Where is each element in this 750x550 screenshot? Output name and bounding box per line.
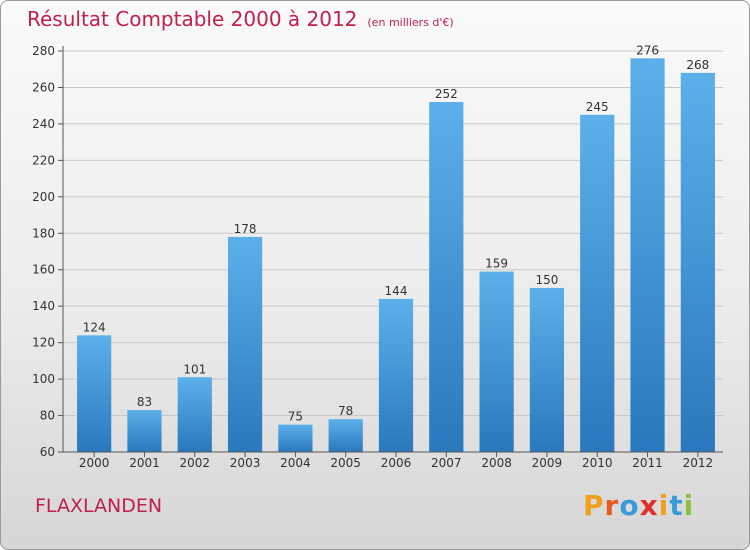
bar-2001 bbox=[127, 410, 162, 452]
data-label: 150 bbox=[535, 273, 558, 287]
data-label: 268 bbox=[686, 58, 709, 72]
x-tick-label: 2005 bbox=[330, 456, 361, 470]
bar-2005 bbox=[328, 419, 363, 452]
x-tick-label: 2004 bbox=[280, 456, 311, 470]
proxiti-logo: Proxiti bbox=[583, 489, 694, 522]
bar-2006 bbox=[378, 298, 414, 452]
y-tick-label: 260 bbox=[32, 80, 55, 94]
data-label: 83 bbox=[137, 395, 152, 409]
y-tick-label: 280 bbox=[32, 44, 55, 58]
bar-2000 bbox=[77, 335, 112, 452]
logo-letter: P bbox=[583, 489, 605, 522]
y-tick-label: 80 bbox=[40, 409, 55, 423]
y-axis: 60 80 100 120 140 160 180 200 220 240 260 280 bbox=[32, 44, 64, 459]
x-axis: 2000 2001 2002 2003 2004 2005 2006 2007 2008 2009… bbox=[63, 451, 723, 470]
x-tick-label: 2000 bbox=[79, 456, 110, 470]
data-label: 252 bbox=[435, 87, 458, 101]
bars: 124 83 101 178 75 78 144 252 159 150 245 276 268 bbox=[77, 43, 715, 453]
data-label: 159 bbox=[485, 257, 508, 271]
data-label: 245 bbox=[586, 100, 609, 114]
bar-2010 bbox=[580, 114, 615, 452]
y-tick-label: 60 bbox=[40, 445, 55, 459]
x-tick-label: 2012 bbox=[683, 456, 714, 470]
x-tick-label: 2009 bbox=[532, 456, 563, 470]
x-tick-label: 2011 bbox=[632, 456, 663, 470]
x-tick-label: 2003 bbox=[230, 456, 261, 470]
data-label: 75 bbox=[288, 410, 303, 424]
bar-2003 bbox=[227, 236, 263, 452]
y-tick-label: 100 bbox=[32, 372, 55, 386]
y-tick-label: 240 bbox=[32, 117, 55, 131]
x-tick-label: 2001 bbox=[129, 456, 160, 470]
chart-subtitle: (en milliers d'€) bbox=[367, 16, 454, 29]
data-label: 78 bbox=[338, 404, 353, 418]
logo-letter: t bbox=[669, 489, 684, 522]
y-tick-label: 180 bbox=[32, 226, 55, 240]
y-tick-label: 140 bbox=[32, 299, 55, 313]
logo-letter: o bbox=[619, 489, 640, 522]
x-tick-label: 2002 bbox=[179, 456, 210, 470]
chart-title: Résultat Comptable 2000 à 2012 (en millie… bbox=[27, 7, 454, 31]
bar-2012 bbox=[680, 72, 715, 452]
x-tick-label: 2010 bbox=[582, 456, 613, 470]
y-tick-label: 160 bbox=[32, 263, 55, 277]
bar-2009 bbox=[529, 287, 565, 452]
bar-2011 bbox=[630, 58, 665, 453]
data-label: 101 bbox=[183, 362, 206, 376]
logo-letter: i bbox=[658, 489, 670, 522]
bar-2008 bbox=[479, 271, 514, 452]
x-tick-label: 2008 bbox=[481, 456, 512, 470]
data-label: 178 bbox=[234, 222, 257, 236]
logo-letter: x bbox=[639, 489, 659, 522]
data-label: 276 bbox=[636, 43, 659, 57]
data-label: 124 bbox=[83, 320, 106, 334]
logo-letter: r bbox=[604, 489, 620, 522]
bar-2004 bbox=[278, 424, 313, 452]
y-tick-label: 220 bbox=[32, 153, 55, 167]
commune-name: FLAXLANDEN bbox=[35, 495, 163, 517]
y-tick-label: 120 bbox=[32, 336, 55, 350]
chart-title-text: Résultat Comptable 2000 à 2012 bbox=[27, 7, 358, 31]
bar-2007 bbox=[429, 102, 464, 452]
logo-letter: i bbox=[683, 489, 695, 522]
y-tick-label: 200 bbox=[32, 190, 55, 204]
x-tick-label: 2006 bbox=[381, 456, 412, 470]
bar-2002 bbox=[177, 377, 212, 452]
data-label: 144 bbox=[385, 284, 408, 298]
x-tick-label: 2007 bbox=[431, 456, 462, 470]
